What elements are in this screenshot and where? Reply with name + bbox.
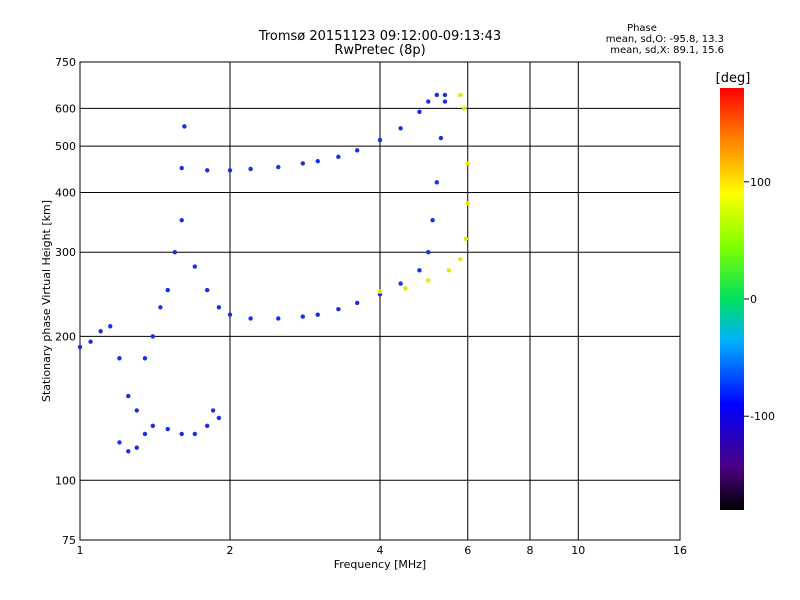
data-point	[165, 287, 170, 293]
y-tick-label: 600	[55, 102, 76, 115]
data-point	[227, 168, 233, 173]
data-point	[204, 287, 210, 293]
data-point	[377, 137, 383, 143]
data-point	[248, 166, 253, 172]
data-point	[142, 431, 148, 437]
data-point	[426, 99, 431, 104]
data-point	[98, 329, 103, 334]
data-point	[142, 356, 148, 361]
data-point	[430, 218, 435, 223]
data-point	[354, 300, 360, 306]
y-tick-label: 400	[55, 186, 76, 199]
data-point	[461, 106, 467, 111]
data-point	[446, 268, 452, 273]
data-point	[134, 445, 139, 450]
data-point	[442, 99, 448, 104]
x-tick-label: 10	[571, 544, 585, 557]
y-tick-label: 300	[55, 246, 76, 259]
x-tick-label: 2	[227, 544, 234, 557]
data-point	[276, 316, 281, 321]
data-point	[458, 257, 463, 262]
y-tick-label: 100	[55, 474, 76, 487]
data-point	[227, 312, 233, 317]
data-point	[158, 305, 163, 310]
data-point	[210, 408, 216, 413]
data-point	[417, 268, 422, 273]
y-tick-label: 500	[55, 140, 76, 153]
chart-subtitle: RwPretec (8p)	[334, 43, 425, 58]
x-tick-label: 1	[77, 544, 84, 557]
data-point	[108, 324, 113, 329]
data-point	[88, 339, 93, 344]
data-point	[465, 161, 470, 166]
data-point	[150, 334, 156, 339]
colorbar-tick-label: 0	[750, 293, 757, 306]
y-tick-label: 750	[55, 56, 76, 69]
data-point	[204, 168, 210, 173]
data-point	[398, 126, 403, 131]
y-tick-label: 75	[62, 534, 76, 547]
y-tick-label: 200	[55, 330, 76, 343]
data-point	[315, 312, 320, 317]
phase-heading: Phase	[627, 23, 657, 34]
data-point	[117, 440, 122, 445]
x-tick-label: 4	[377, 544, 384, 557]
data-point	[463, 236, 469, 242]
data-point	[336, 154, 341, 160]
data-point	[300, 161, 306, 166]
data-point	[354, 148, 360, 153]
x-tick-label: 16	[673, 544, 687, 557]
data-point	[300, 314, 306, 319]
data-point	[442, 92, 448, 98]
chart-title: Tromsø 20151123 09:12:00-09:13:43	[258, 29, 501, 44]
data-point	[426, 250, 431, 255]
data-point	[434, 180, 439, 185]
data-point	[126, 449, 131, 454]
data-point	[377, 289, 383, 294]
data-point	[134, 408, 139, 413]
data-point	[150, 423, 156, 429]
data-points	[77, 92, 470, 454]
data-point	[438, 135, 444, 141]
colorbar-label: [deg]	[716, 71, 751, 86]
x-axis-label: Frequency [MHz]	[334, 558, 426, 571]
data-point	[248, 316, 253, 321]
data-point	[465, 200, 470, 206]
data-point	[276, 164, 281, 170]
data-point	[77, 344, 83, 350]
data-point	[192, 431, 198, 437]
data-point	[179, 431, 184, 437]
data-point	[216, 305, 222, 310]
phase-stats-x: mean, sd,X: 89.1, 15.6	[610, 45, 724, 56]
colorbar-ticks: 100 0 -100	[744, 176, 775, 423]
colorbar-tick-label: -100	[750, 410, 775, 423]
phase-stats-o: mean, sd,O: -95.8, 13.3	[606, 34, 724, 45]
data-point	[434, 92, 439, 98]
data-point	[192, 264, 198, 269]
tick-labels: 1 2 4 6 8 10 16 75 100 200 300 400 500 600 750	[55, 56, 687, 557]
data-point	[179, 218, 184, 223]
colorbar-tick-label: 100	[750, 176, 771, 189]
data-point	[182, 124, 187, 129]
x-tick-label: 8	[527, 544, 534, 557]
data-point	[315, 159, 320, 164]
data-point	[117, 356, 122, 361]
x-tick-label: 6	[464, 544, 471, 557]
data-point	[426, 278, 431, 283]
data-point	[398, 281, 403, 286]
colorbar	[720, 88, 744, 510]
data-point	[179, 165, 184, 171]
data-point	[458, 92, 463, 98]
data-point	[216, 415, 222, 421]
data-point	[165, 426, 170, 432]
data-point	[172, 250, 178, 255]
data-point	[204, 423, 210, 429]
data-point	[403, 286, 408, 291]
data-point	[126, 393, 131, 399]
data-point	[417, 109, 422, 115]
y-axis-label: Stationary phase Virtual Height [km]	[40, 200, 53, 402]
data-point	[336, 306, 341, 312]
